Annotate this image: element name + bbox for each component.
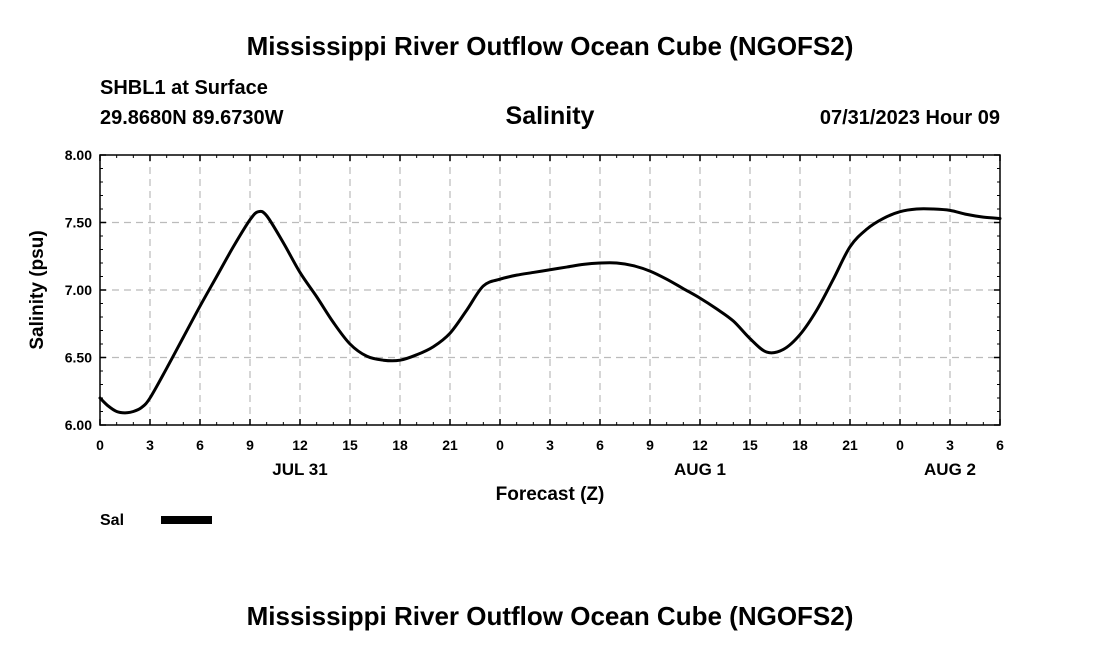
- x-tick-label: 0: [896, 437, 904, 453]
- legend-label-sal: Sal: [100, 512, 124, 529]
- x-tick-label: 21: [442, 437, 458, 453]
- forecast-timestamp: 07/31/2023 Hour 09: [820, 107, 1000, 129]
- station-label: SHBL1 at Surface: [100, 77, 268, 99]
- x-tick-label: 9: [246, 437, 254, 453]
- chart-subtitle: Salinity: [506, 102, 595, 130]
- y-tick-label: 8.00: [65, 147, 92, 163]
- x-tick-label: 21: [842, 437, 858, 453]
- station-coords: 29.8680N 89.6730W: [100, 107, 284, 129]
- x-tick-label: 3: [946, 437, 954, 453]
- x-tick-label: 12: [692, 437, 708, 453]
- x-tick-label: 15: [342, 437, 358, 453]
- series-line-sal: [98, 207, 1002, 415]
- x-tick-label: 6: [996, 437, 1004, 453]
- footer-title: Mississippi River Outflow Ocean Cube (NG…: [247, 601, 854, 631]
- chart-title: Mississippi River Outflow Ocean Cube (NG…: [247, 31, 854, 61]
- x-tick-label: 0: [96, 437, 104, 453]
- grid-lines: [100, 155, 1000, 425]
- date-label: AUG 2: [924, 460, 976, 479]
- y-axis-label: Salinity (psu): [27, 230, 48, 349]
- x-tick-label: 9: [646, 437, 654, 453]
- date-label: AUG 1: [674, 460, 726, 479]
- x-tick-label: 12: [292, 437, 308, 453]
- date-label: JUL 31: [272, 460, 327, 479]
- y-tick-label: 6.50: [65, 350, 92, 366]
- x-tick-label: 3: [146, 437, 154, 453]
- series-group: [98, 207, 1002, 415]
- legend-swatch-sal: [161, 516, 212, 524]
- x-tick-label: 18: [392, 437, 408, 453]
- y-tick-label: 6.00: [65, 417, 92, 433]
- x-tick-label: 3: [546, 437, 554, 453]
- y-tick-label: 7.50: [65, 215, 92, 231]
- y-tick-label: 7.00: [65, 282, 92, 298]
- x-axis-label: Forecast (Z): [496, 484, 605, 505]
- axis-ticks: 0 3 6 9 12 15 18 21 0 3 6 9 12 15 18 21 0 3 6 6.00 6.50 7.00 7…: [65, 147, 1004, 479]
- x-tick-label: 6: [596, 437, 604, 453]
- legend: Sal: [100, 512, 212, 529]
- x-tick-label: 6: [196, 437, 204, 453]
- x-tick-label: 18: [792, 437, 808, 453]
- x-tick-label: 15: [742, 437, 758, 453]
- x-tick-label: 0: [496, 437, 504, 453]
